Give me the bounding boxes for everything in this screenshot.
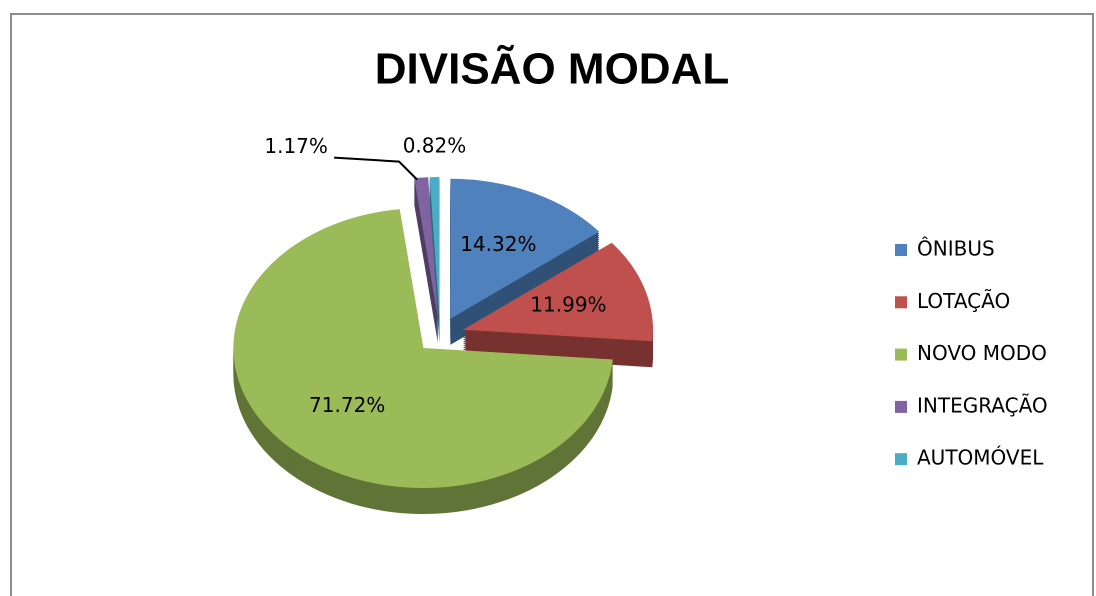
legend-label: AUTOMÓVEL — [917, 446, 1044, 470]
legend-swatch — [895, 400, 907, 413]
legend-label: ÔNIBUS — [917, 237, 995, 261]
slice-side-layer — [414, 179, 438, 320]
slice-side — [414, 179, 438, 344]
legend-label: NOVO MODO — [917, 341, 1047, 365]
data-label: 1.17% — [264, 134, 328, 158]
data-label: 11.99% — [530, 293, 606, 317]
slice-side-layer — [414, 197, 438, 338]
slice-side-layer — [414, 185, 438, 326]
chart-title: DIVISÃO MODAL — [375, 44, 729, 94]
slice — [462, 242, 653, 342]
slice — [429, 177, 440, 318]
legend-swatch — [895, 244, 907, 256]
data-label: 0.82% — [403, 134, 467, 158]
slice-side-layer — [414, 203, 438, 344]
slice-side-layer — [414, 199, 438, 340]
legend-label: LOTAÇÃO — [917, 289, 1010, 313]
slice-side-layer — [414, 193, 438, 334]
slice — [450, 178, 600, 319]
slice-side-layer — [414, 181, 438, 322]
legend-swatch — [895, 453, 907, 466]
slice-side-layer — [414, 183, 438, 324]
data-label: 14.32% — [460, 232, 536, 256]
data-label: 71.72% — [309, 393, 385, 417]
leader-line — [334, 156, 418, 181]
legend-label: INTEGRAÇÃO — [917, 393, 1048, 417]
slice-side-layer — [414, 201, 438, 342]
slice — [414, 177, 438, 318]
legend-swatch — [895, 348, 907, 361]
slice — [233, 209, 613, 488]
slice-side-layer — [414, 187, 438, 328]
slice-side-layer — [414, 189, 438, 330]
slice-side-layer — [414, 191, 438, 332]
slice-side-layer — [414, 195, 438, 336]
legend-swatch — [895, 296, 907, 309]
